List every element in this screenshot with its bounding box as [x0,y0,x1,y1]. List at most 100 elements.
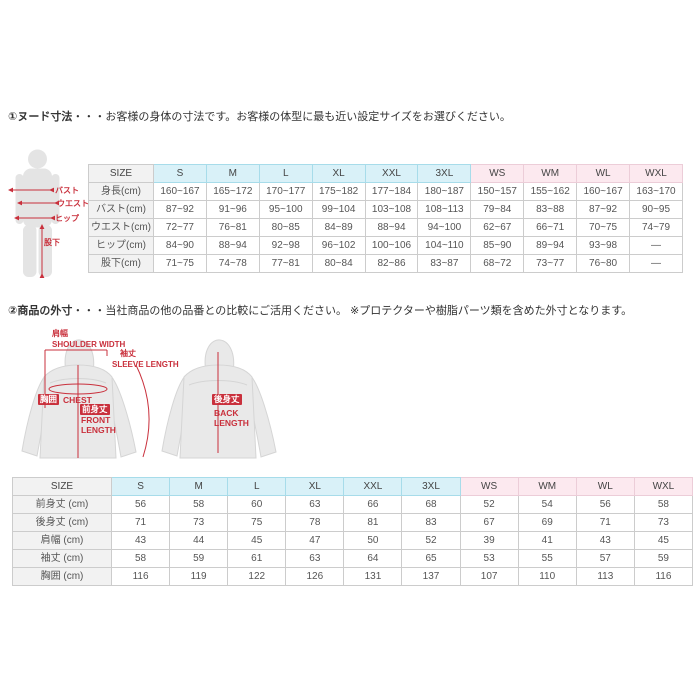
chest-label-en: CHEST [63,395,92,405]
outer-size-section-title-rest: ・・・当社商品の他の品番との比較にご活用ください。 ※プロテクターや樹脂パーツ類… [72,305,633,317]
row-label: ヒップ(cm) [88,236,154,255]
size-value-cell: 177~184 [364,182,419,201]
size-value-cell: 45 [227,531,287,550]
size-value-cell: 66 [343,495,403,514]
row-label: 肩幅 (cm) [12,531,112,550]
size-table-row: 袖丈 (cm) 58 59 61 63 64 65 53 55 57 59 [12,549,694,568]
size-value-cell: 96~102 [311,236,366,255]
size-value-cell: 43 [575,531,635,550]
size-table-row: 胸囲 (cm) 116 119 122 126 131 137 107 110 113 116 [12,567,694,586]
column-header-3xl: 3XL [417,164,472,183]
size-value-cell: 61 [227,549,287,568]
column-header-wl: WL [576,164,631,183]
column-header-wxl: WXL [633,477,694,496]
body-measurement-diagram [6,143,106,283]
size-value-cell: 80~84 [311,254,366,273]
size-value-cell: 41 [517,531,577,550]
size-value-cell: 99~104 [311,200,366,219]
size-value-cell: 113 [575,567,635,586]
size-value-cell: 59 [169,549,229,568]
size-value-cell: 93~98 [576,236,631,255]
column-header-m: M [169,477,229,496]
size-value-cell: 131 [343,567,403,586]
size-table-row: 前身丈 (cm) 56 58 60 63 66 68 52 54 56 58 [12,495,694,514]
size-table-row: 肩幅 (cm) 43 44 45 47 50 52 39 41 43 45 [12,531,694,550]
size-value-cell: 107 [459,567,519,586]
size-value-cell: 116 [110,567,171,586]
size-value-cell: 56 [575,495,635,514]
size-value-cell: 104~110 [417,236,472,255]
column-header-xxl: XXL [364,164,419,183]
size-value-cell: 89~94 [523,236,578,255]
size-value-cell: 76~81 [205,218,260,237]
size-value-cell: 52 [401,531,461,550]
size-value-cell: 68 [401,495,461,514]
size-value-cell: 95~100 [258,200,313,219]
column-header-s: S [153,164,207,183]
size-value-cell: — [629,254,683,273]
back-length-label-jp: 後身丈 [212,394,242,405]
shoulder-width-label-jp: 肩幅 [52,329,68,338]
size-table-row: 股下(cm) 71~75 74~78 77~81 80~84 82~86 83~87 68~7… [88,254,683,273]
column-header-wxl: WXL [629,164,683,183]
size-value-cell: 63 [285,495,345,514]
size-value-cell: — [629,236,683,255]
size-value-cell: 63 [285,549,345,568]
size-value-cell: 71 [575,513,635,532]
column-header-l: L [258,164,313,183]
column-header-wm: WM [517,477,577,496]
size-value-cell: 73 [633,513,694,532]
back-length-label-en1: BACK [214,408,239,418]
size-value-cell: 53 [459,549,519,568]
column-header-3xl: 3XL [401,477,461,496]
size-table-row: 身長(cm) 160~167 165~172 170~177 175~182 177~18… [88,182,683,201]
column-header-wl: WL [575,477,635,496]
size-value-cell: 69 [517,513,577,532]
size-value-cell: 58 [110,549,171,568]
shoulder-width-label-en: SHOULDER WIDTH [52,340,126,349]
size-value-cell: 92~98 [258,236,313,255]
jacket-diagrams [21,339,277,459]
size-value-cell: 76~80 [576,254,631,273]
chest-label-jp: 胸囲 [38,394,60,405]
size-value-cell: 55 [517,549,577,568]
size-value-cell: 73~77 [523,254,578,273]
front-length-label-en1: FRONT [81,415,111,425]
outer-size-section-title: ②商品の外寸・・・当社商品の他の品番との比較にご活用ください。 ※プロテクターや… [8,302,632,318]
inseam-label: 股下 [44,238,60,247]
size-value-cell: 65 [401,549,461,568]
nude-size-section-title-rest: ・・・お客様の身体の寸法です。お客様の体型に最も近い設定サイズをお選びください。 [72,111,511,123]
size-value-cell: 74~79 [629,218,683,237]
row-label: バスト(cm) [88,200,154,219]
column-header-s: S [110,477,171,496]
back-length-label-en2: LENGTH [214,418,249,428]
size-value-cell: 85~90 [470,236,525,255]
sleeve-length-label-jp: 袖丈 [120,349,136,358]
size-table-row: ヒップ(cm) 84~90 88~94 92~98 96~102 100~106 104~1… [88,236,683,255]
size-value-cell: 45 [633,531,694,550]
size-value-cell: 87~92 [153,200,207,219]
size-value-cell: 78 [285,513,345,532]
size-value-cell: 83~88 [523,200,578,219]
size-value-cell: 82~86 [364,254,419,273]
outer-size-section-title-bold: ②商品の外寸 [8,305,73,317]
size-value-cell: 79~84 [470,200,525,219]
front-length-label-jp: 前身丈 [80,404,110,415]
bust-label: バスト [55,186,79,195]
column-header-ws: WS [470,164,525,183]
waist-label: ウエスト [57,199,89,208]
hip-label: ヒップ [55,214,79,223]
size-value-cell: 84~89 [311,218,366,237]
column-header-xl: XL [285,477,345,496]
row-label: 胸囲 (cm) [12,567,112,586]
size-value-cell: 100~106 [364,236,419,255]
size-value-cell: 64 [343,549,403,568]
size-value-cell: 59 [633,549,694,568]
size-value-cell: 180~187 [417,182,472,201]
size-value-cell: 170~177 [258,182,313,201]
outer-size-table: SIZE S M L XL XXL 3XL WS WM WL WXL 前身丈 (cm) 56 58 60 63… [12,477,694,586]
size-value-cell: 39 [459,531,519,550]
column-header-xxl: XXL [343,477,403,496]
size-value-cell: 116 [633,567,694,586]
row-label: 袖丈 (cm) [12,549,112,568]
